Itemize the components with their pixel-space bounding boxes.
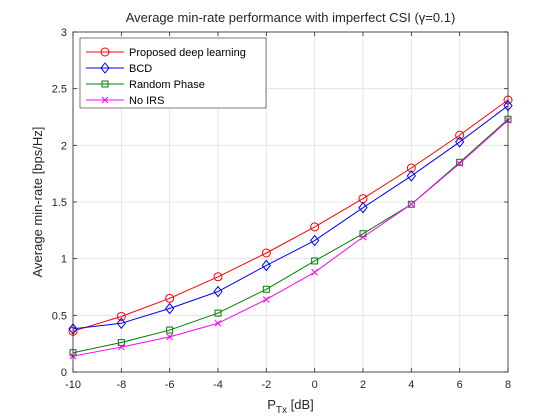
y-tick-label: 3	[61, 27, 67, 39]
y-tick-label: 0	[61, 367, 67, 379]
data-point	[262, 296, 270, 303]
data-point	[407, 200, 415, 208]
data-point	[310, 234, 320, 247]
x-tick-label: 4	[408, 379, 414, 391]
legend-label: BCD	[129, 63, 152, 75]
series-line	[72, 105, 509, 330]
series-0	[68, 95, 513, 336]
x-axis-label-main: P	[267, 397, 276, 412]
y-tick-label: 0.5	[52, 310, 67, 322]
data-point	[310, 222, 320, 232]
legend-label: Random Phase	[129, 79, 205, 91]
data-point	[456, 160, 464, 167]
data-point	[359, 233, 367, 241]
data-point	[311, 268, 319, 276]
y-tick-label: 1	[61, 254, 67, 266]
y-tick-label: 2.5	[52, 84, 67, 96]
chart-title: Average min-rate performance with imperf…	[126, 10, 456, 25]
legend-entry: Proposed deep learning	[86, 47, 246, 59]
y-tick-label: 1.5	[52, 197, 67, 209]
data-point	[116, 311, 126, 321]
x-tick-label: -6	[165, 379, 175, 391]
data-point	[455, 136, 465, 148]
legend-marker	[101, 80, 109, 88]
y-tick-label: 2	[61, 140, 67, 152]
data-point	[166, 326, 174, 334]
data-point	[311, 257, 319, 265]
data-point	[117, 339, 125, 347]
x-axis-label: PTx [dB]	[267, 397, 314, 416]
legend-label: Proposed deep learning	[129, 47, 246, 59]
data-point	[117, 343, 125, 351]
data-point	[407, 200, 415, 208]
data-point	[214, 309, 222, 317]
x-axis-label-subscript: Tx	[276, 405, 287, 416]
data-point	[456, 158, 464, 166]
data-point	[406, 170, 416, 182]
x-tick-label: 0	[312, 379, 318, 391]
x-tick-label: -8	[116, 379, 126, 391]
x-tick-label: -4	[213, 379, 223, 391]
data-point	[214, 319, 222, 327]
data-point	[406, 163, 416, 173]
legend-marker	[100, 47, 110, 57]
legend-entries: Proposed deep learning BCD Random Phase No …	[86, 47, 246, 107]
data-point	[165, 293, 175, 303]
data-point	[358, 201, 368, 214]
x-tick-label: 6	[457, 379, 463, 391]
series-3	[69, 117, 512, 360]
y-axis-label: Average min-rate [bps/Hz]	[30, 127, 45, 278]
legend-label: No IRS	[129, 95, 164, 107]
data-point	[213, 285, 223, 298]
x-tick-label: -10	[65, 379, 81, 391]
data-point	[261, 259, 271, 272]
legend: Proposed deep learning BCD Random Phase No …	[79, 37, 267, 109]
x-tick-label: -2	[261, 379, 271, 391]
axis-ticks: -10 -8 -6 -4 -2 0 2 4 6 8 0 0.5 1 1.5 2 2.5 3	[52, 27, 511, 391]
legend-entry: BCD	[86, 62, 152, 75]
data-point	[455, 130, 465, 140]
legend-entry: Random Phase	[86, 79, 205, 91]
series-line	[72, 120, 509, 357]
legend-box	[79, 37, 267, 109]
data-point	[166, 333, 174, 341]
x-axis-label-unit: [dB]	[287, 397, 314, 412]
data-point	[261, 248, 271, 258]
data-point	[165, 302, 175, 315]
data-point	[262, 285, 270, 293]
data-point	[213, 272, 223, 282]
data-point	[116, 317, 126, 330]
x-tick-label: 2	[360, 379, 366, 391]
x-tick-label: 8	[505, 379, 511, 391]
series-line	[72, 99, 509, 332]
legend-marker	[101, 96, 109, 104]
legend-entry: No IRS	[86, 95, 164, 107]
legend-marker	[100, 62, 110, 74]
